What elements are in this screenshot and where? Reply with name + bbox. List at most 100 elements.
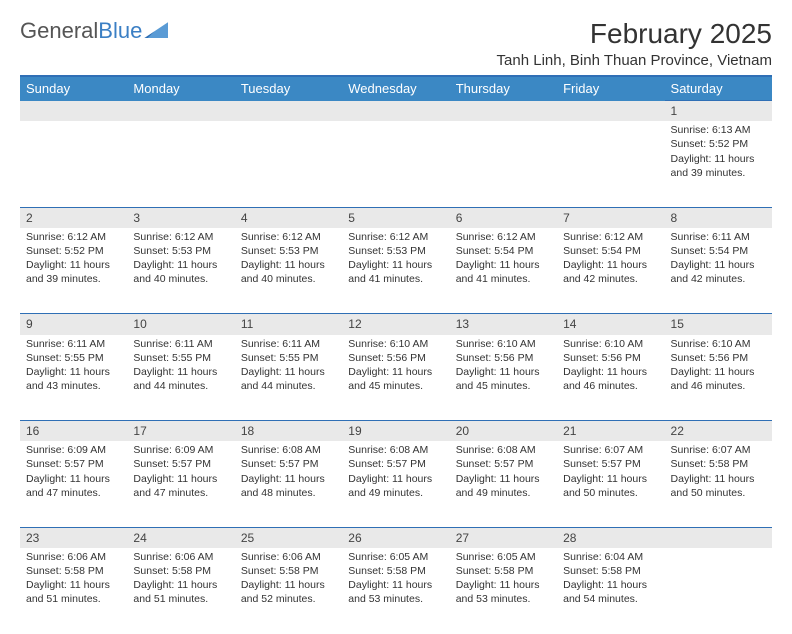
- sunset-line: Sunset: 5:54 PM: [671, 244, 766, 258]
- day-details: Sunrise: 6:07 AMSunset: 5:58 PMDaylight:…: [665, 441, 772, 504]
- sunset-line: Sunset: 5:56 PM: [671, 351, 766, 365]
- day-number: 9: [20, 314, 127, 335]
- day-number: 5: [342, 207, 449, 228]
- weekday-header: Saturday: [665, 77, 772, 101]
- header: GeneralBlue February 2025 Tanh Linh, Bin…: [20, 18, 772, 69]
- empty-cell: [450, 101, 557, 122]
- day-number: 24: [127, 527, 234, 548]
- day-details: Sunrise: 6:09 AMSunset: 5:57 PMDaylight:…: [127, 441, 234, 504]
- day-cell: Sunrise: 6:07 AMSunset: 5:58 PMDaylight:…: [665, 441, 772, 527]
- sunset-line: Sunset: 5:55 PM: [133, 351, 228, 365]
- sunrise-line: Sunrise: 6:06 AM: [26, 550, 121, 564]
- daylight-line: Daylight: 11 hours and 52 minutes.: [241, 578, 336, 606]
- daylight-line: Daylight: 11 hours and 53 minutes.: [348, 578, 443, 606]
- day-details: Sunrise: 6:08 AMSunset: 5:57 PMDaylight:…: [342, 441, 449, 504]
- sunrise-line: Sunrise: 6:12 AM: [348, 230, 443, 244]
- day-number: 10: [127, 314, 234, 335]
- daylight-line: Daylight: 11 hours and 41 minutes.: [456, 258, 551, 286]
- sunset-line: Sunset: 5:57 PM: [241, 457, 336, 471]
- day-details: Sunrise: 6:12 AMSunset: 5:54 PMDaylight:…: [450, 228, 557, 291]
- sunset-line: Sunset: 5:55 PM: [241, 351, 336, 365]
- day-cell: Sunrise: 6:12 AMSunset: 5:53 PMDaylight:…: [342, 228, 449, 314]
- sunset-line: Sunset: 5:57 PM: [348, 457, 443, 471]
- brand-part1: General: [20, 18, 98, 44]
- day-cell: Sunrise: 6:04 AMSunset: 5:58 PMDaylight:…: [557, 548, 664, 634]
- day-number: 25: [235, 527, 342, 548]
- daylight-line: Daylight: 11 hours and 53 minutes.: [456, 578, 551, 606]
- sunrise-line: Sunrise: 6:08 AM: [348, 443, 443, 457]
- day-number: 4: [235, 207, 342, 228]
- sunrise-line: Sunrise: 6:08 AM: [241, 443, 336, 457]
- day-details: Sunrise: 6:05 AMSunset: 5:58 PMDaylight:…: [342, 548, 449, 611]
- day-details: Sunrise: 6:04 AMSunset: 5:58 PMDaylight:…: [557, 548, 664, 611]
- day-cell: Sunrise: 6:11 AMSunset: 5:54 PMDaylight:…: [665, 228, 772, 314]
- sunset-line: Sunset: 5:52 PM: [671, 137, 766, 151]
- sunset-line: Sunset: 5:56 PM: [348, 351, 443, 365]
- sunrise-line: Sunrise: 6:11 AM: [26, 337, 121, 351]
- day-details: Sunrise: 6:08 AMSunset: 5:57 PMDaylight:…: [235, 441, 342, 504]
- sunset-line: Sunset: 5:53 PM: [348, 244, 443, 258]
- sunrise-line: Sunrise: 6:10 AM: [348, 337, 443, 351]
- day-cell: Sunrise: 6:11 AMSunset: 5:55 PMDaylight:…: [20, 335, 127, 421]
- day-cell: Sunrise: 6:05 AMSunset: 5:58 PMDaylight:…: [342, 548, 449, 634]
- daylight-line: Daylight: 11 hours and 50 minutes.: [671, 472, 766, 500]
- daylight-line: Daylight: 11 hours and 51 minutes.: [133, 578, 228, 606]
- sunset-line: Sunset: 5:56 PM: [456, 351, 551, 365]
- sunset-line: Sunset: 5:58 PM: [348, 564, 443, 578]
- daylight-line: Daylight: 11 hours and 42 minutes.: [563, 258, 658, 286]
- day-cell: Sunrise: 6:08 AMSunset: 5:57 PMDaylight:…: [342, 441, 449, 527]
- weekday-header: Friday: [557, 77, 664, 101]
- sunrise-line: Sunrise: 6:09 AM: [133, 443, 228, 457]
- daylight-line: Daylight: 11 hours and 39 minutes.: [671, 152, 766, 180]
- day-cell: Sunrise: 6:08 AMSunset: 5:57 PMDaylight:…: [235, 441, 342, 527]
- day-details: Sunrise: 6:12 AMSunset: 5:53 PMDaylight:…: [127, 228, 234, 291]
- day-cell: Sunrise: 6:12 AMSunset: 5:54 PMDaylight:…: [557, 228, 664, 314]
- empty-cell: [557, 101, 664, 122]
- daylight-line: Daylight: 11 hours and 49 minutes.: [456, 472, 551, 500]
- daylight-line: Daylight: 11 hours and 45 minutes.: [348, 365, 443, 393]
- day-cell: Sunrise: 6:09 AMSunset: 5:57 PMDaylight:…: [20, 441, 127, 527]
- sunrise-line: Sunrise: 6:08 AM: [456, 443, 551, 457]
- day-details: Sunrise: 6:10 AMSunset: 5:56 PMDaylight:…: [557, 335, 664, 398]
- sunset-line: Sunset: 5:57 PM: [563, 457, 658, 471]
- daylight-line: Daylight: 11 hours and 47 minutes.: [133, 472, 228, 500]
- sunset-line: Sunset: 5:58 PM: [133, 564, 228, 578]
- day-number: 21: [557, 421, 664, 442]
- day-cell: Sunrise: 6:12 AMSunset: 5:52 PMDaylight:…: [20, 228, 127, 314]
- day-cell: Sunrise: 6:06 AMSunset: 5:58 PMDaylight:…: [235, 548, 342, 634]
- page-title: February 2025: [497, 18, 772, 50]
- empty-cell: [20, 101, 127, 122]
- empty-cell: [20, 121, 127, 207]
- day-cell: Sunrise: 6:12 AMSunset: 5:53 PMDaylight:…: [127, 228, 234, 314]
- day-cell: Sunrise: 6:10 AMSunset: 5:56 PMDaylight:…: [342, 335, 449, 421]
- sunset-line: Sunset: 5:55 PM: [26, 351, 121, 365]
- weekday-header: Wednesday: [342, 77, 449, 101]
- brand-part2: Blue: [98, 18, 142, 44]
- sunset-line: Sunset: 5:53 PM: [241, 244, 336, 258]
- day-details: Sunrise: 6:07 AMSunset: 5:57 PMDaylight:…: [557, 441, 664, 504]
- day-number: 6: [450, 207, 557, 228]
- day-cell: Sunrise: 6:12 AMSunset: 5:53 PMDaylight:…: [235, 228, 342, 314]
- sunrise-line: Sunrise: 6:10 AM: [456, 337, 551, 351]
- day-number: 23: [20, 527, 127, 548]
- day-details: Sunrise: 6:12 AMSunset: 5:53 PMDaylight:…: [342, 228, 449, 291]
- empty-cell: [665, 548, 772, 634]
- day-number: 13: [450, 314, 557, 335]
- day-details: Sunrise: 6:08 AMSunset: 5:57 PMDaylight:…: [450, 441, 557, 504]
- day-number: 2: [20, 207, 127, 228]
- day-details: Sunrise: 6:06 AMSunset: 5:58 PMDaylight:…: [20, 548, 127, 611]
- calendar-head: SundayMondayTuesdayWednesdayThursdayFrid…: [20, 77, 772, 101]
- daylight-line: Daylight: 11 hours and 40 minutes.: [133, 258, 228, 286]
- day-number: 1: [665, 101, 772, 122]
- daylight-line: Daylight: 11 hours and 47 minutes.: [26, 472, 121, 500]
- day-cell: Sunrise: 6:06 AMSunset: 5:58 PMDaylight:…: [20, 548, 127, 634]
- empty-cell: [127, 121, 234, 207]
- empty-cell: [235, 121, 342, 207]
- sunrise-line: Sunrise: 6:11 AM: [241, 337, 336, 351]
- day-details: Sunrise: 6:05 AMSunset: 5:58 PMDaylight:…: [450, 548, 557, 611]
- day-number: 22: [665, 421, 772, 442]
- day-cell: Sunrise: 6:08 AMSunset: 5:57 PMDaylight:…: [450, 441, 557, 527]
- day-details: Sunrise: 6:13 AMSunset: 5:52 PMDaylight:…: [665, 121, 772, 184]
- sunrise-line: Sunrise: 6:06 AM: [133, 550, 228, 564]
- day-details: Sunrise: 6:12 AMSunset: 5:54 PMDaylight:…: [557, 228, 664, 291]
